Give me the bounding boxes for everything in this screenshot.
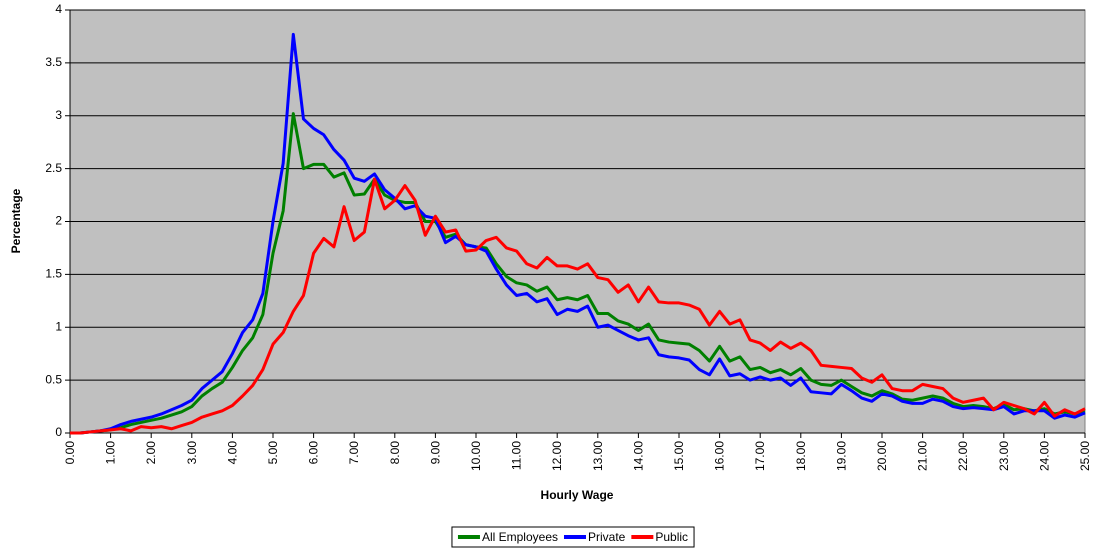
x-tick-label: 12.00 [550, 441, 564, 471]
x-tick-label: 11.00 [510, 441, 524, 470]
legend-label: Public [655, 530, 688, 544]
x-tick-label: 22.00 [956, 441, 970, 471]
x-tick-label: 2.00 [144, 441, 158, 465]
x-tick-label: 21.00 [916, 441, 930, 471]
legend: All Employees Private Public [451, 526, 695, 548]
y-tick-label: 2 [55, 214, 62, 228]
x-tick-label: 17.00 [753, 441, 767, 471]
x-tick-label: 19.00 [834, 441, 848, 471]
x-tick-label: 14.00 [631, 441, 645, 471]
y-tick-label: 1.5 [45, 267, 62, 281]
series-line [70, 112, 1086, 435]
x-tick-label: 13.00 [591, 441, 605, 471]
y-tick-label: 2.5 [45, 161, 62, 175]
y-tick-label: 0 [55, 425, 62, 439]
x-tick-label: 25.00 [1078, 441, 1092, 471]
x-tick-label: 8.00 [388, 441, 402, 465]
legend-label: All Employees [482, 530, 558, 544]
x-tick-label: 10.00 [469, 441, 483, 471]
x-tick-label: 5.00 [266, 441, 280, 465]
x-tick-label: 6.00 [307, 441, 321, 465]
y-tick-label: 3 [55, 108, 62, 122]
x-tick-label: 4.00 [225, 441, 239, 465]
y-axis-label: Percentage [9, 188, 23, 253]
series-line [70, 177, 1086, 435]
x-tick-label: 1.00 [104, 441, 118, 465]
x-tick-label: 23.00 [997, 441, 1011, 471]
y-tick-label: 4 [55, 2, 62, 16]
y-tick-label: 1 [55, 319, 62, 333]
x-tick-label: 3.00 [185, 441, 199, 465]
x-tick-label: 20.00 [875, 441, 889, 471]
x-tick-label: 16.00 [713, 441, 727, 471]
x-tick-label: 9.00 [428, 441, 442, 465]
x-tick-label: 7.00 [347, 441, 361, 465]
x-tick-label: 18.00 [794, 441, 808, 471]
y-tick-label: 0.5 [45, 372, 62, 386]
y-tick-label: 3.5 [45, 55, 62, 69]
series-line [70, 32, 1086, 435]
x-tick-label: 24.00 [1037, 441, 1051, 471]
x-tick-label: 0.00 [63, 441, 77, 465]
x-axis-label: Hourly Wage [541, 488, 614, 502]
x-tick-label: 15.00 [672, 441, 686, 471]
legend-label: Private [588, 530, 626, 544]
